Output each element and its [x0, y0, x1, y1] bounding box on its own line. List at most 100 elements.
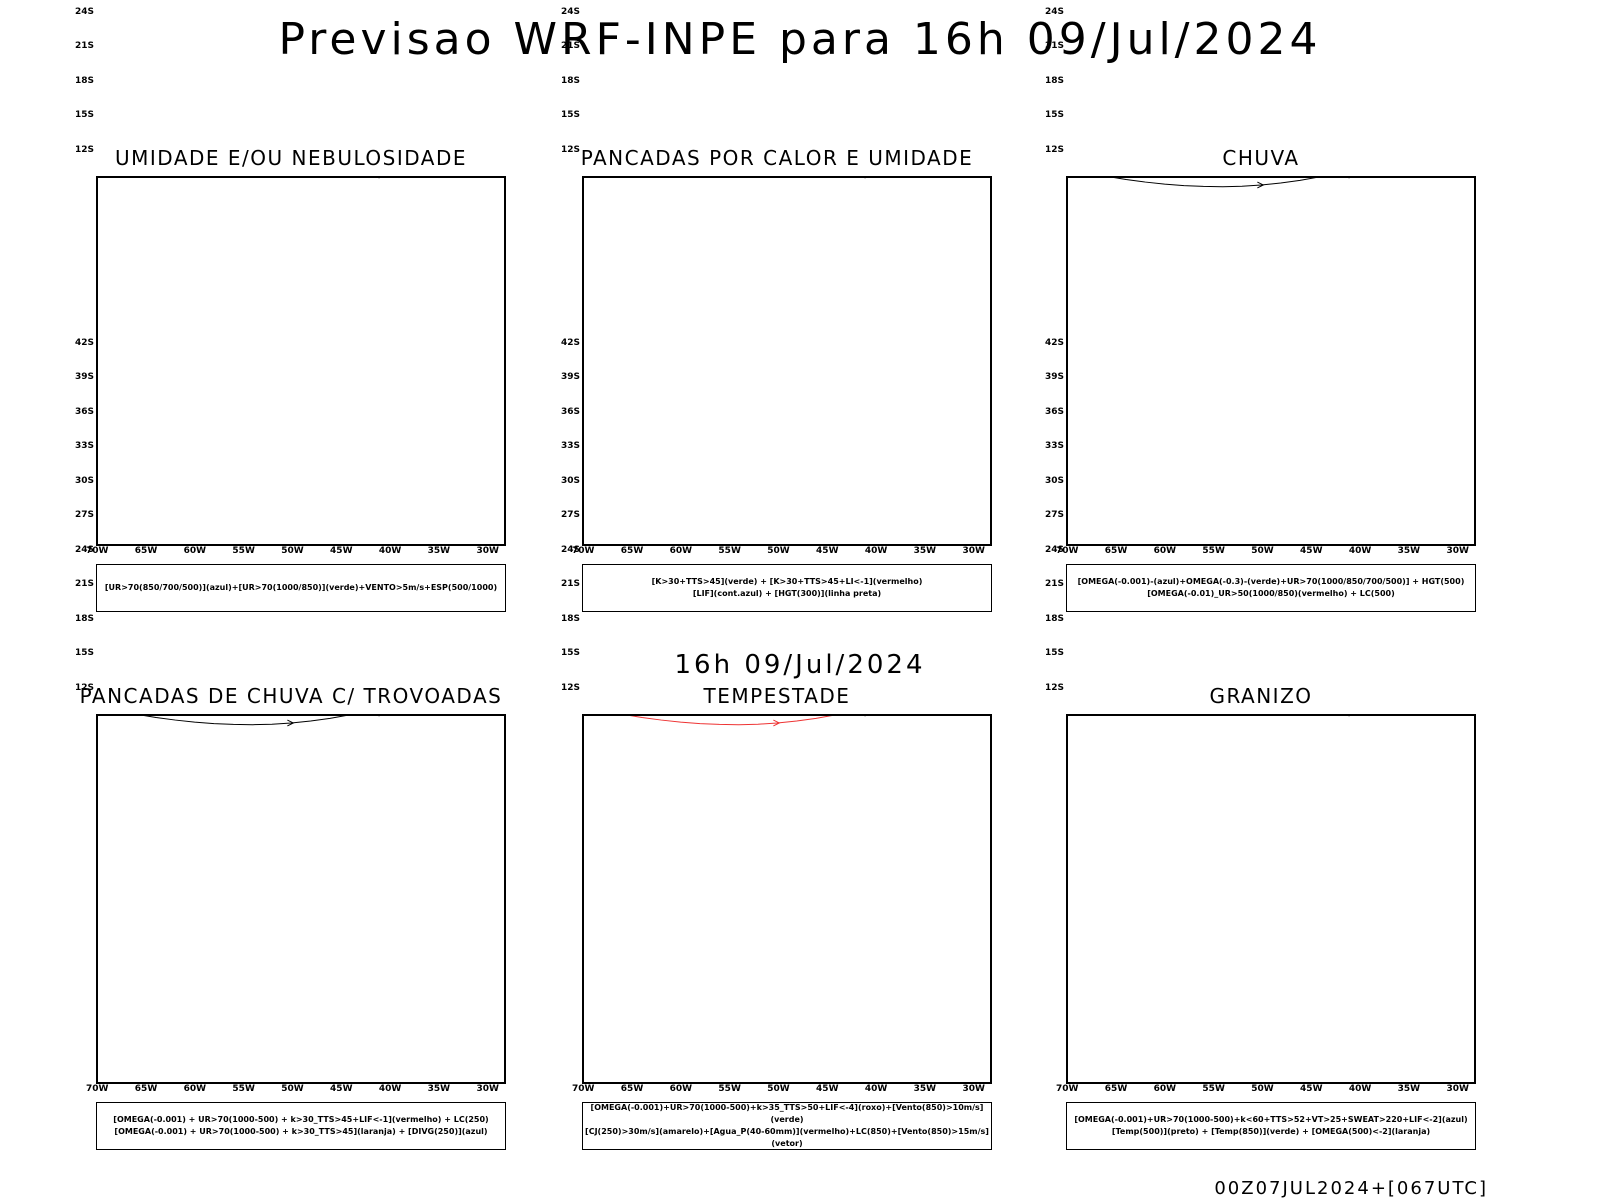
map-canvas: [629, 716, 866, 727]
longitude-tick-label: 45W: [1300, 546, 1323, 556]
latitude-tick-label: 42S: [74, 338, 94, 348]
longitude-tick-label: 50W: [281, 1084, 304, 1094]
panel-legend: [OMEGA(-0.001)+UR>70(1000-500)+k<60+TTS>…: [1066, 1102, 1476, 1150]
longitude-tick-label: 45W: [330, 1084, 353, 1094]
longitude-tick-label: 50W: [1251, 1084, 1274, 1094]
latitude-tick-label: 12S: [560, 144, 580, 155]
longitude-tick-label: 40W: [378, 1084, 402, 1094]
latitude-tick-label: 27S: [560, 510, 580, 521]
forecast-map: -3-6-9-12-15-18-21-24-27-30-12-15-18-21-…: [1066, 714, 1476, 1084]
latitude-tick-label: 12S: [74, 144, 94, 155]
longitude-tick-label: 35W: [913, 1084, 937, 1094]
flow-arrow: [1257, 181, 1265, 189]
latitude-tick-label: 18S: [74, 613, 94, 624]
longitude-tick-label: 70W: [572, 546, 595, 556]
longitude-tick-label: 40W: [864, 1084, 888, 1094]
latitude-tick-label: 24S: [1044, 544, 1064, 555]
latitude-tick-label: 30S: [560, 475, 580, 486]
legend-line: [Temp(500)](preto) + [Temp(850)](verde) …: [1111, 1127, 1431, 1136]
panel-title: TEMPESTADE: [703, 684, 851, 708]
latitude-tick-label: 21S: [1044, 41, 1064, 52]
latitude-tick-label: 12S: [1044, 144, 1064, 155]
longitude-tick-label: 30W: [962, 546, 985, 556]
main-title: Previsao WRF-INPE para 16h 09/Jul/2024: [278, 14, 1322, 65]
latitude-tick-label: 15S: [1044, 110, 1064, 121]
legend-line: [LIF](cont.azul) + [HGT(300)](linha pret…: [692, 589, 882, 598]
longitude-axis: 70W 65W 60W 55W 50W 45W 40W 35W 30W: [572, 546, 992, 558]
latitude-tick-label: 21S: [560, 579, 580, 590]
panel-legend: [OMEGA(-0.001) + UR>70(1000-500) + k>30_…: [96, 1102, 506, 1150]
panel-title: PANCADAS DE CHUVA C/ TROVOADAS: [79, 684, 503, 708]
legend-line: [OMEGA(-0.001)+UR>70(1000-500)+k<60+TTS>…: [1074, 1115, 1468, 1124]
legend-line: [K>30+TTS>45](verde) + [K>30+TTS>45+LI<-…: [651, 577, 923, 586]
latitude-tick-label: 15S: [1044, 648, 1064, 659]
longitude-tick-label: 30W: [476, 546, 499, 556]
legend-line: [OMEGA(-0.001)-(azul)+OMEGA(-0.3)-(verde…: [1077, 577, 1465, 586]
latitude-tick-label: 33S: [1044, 441, 1064, 452]
longitude-tick-label: 30W: [1446, 546, 1469, 556]
panel-title: UMIDADE E/OU NEBULOSIDADE: [114, 146, 468, 170]
latitude-tick-label: 42S: [560, 338, 580, 348]
longitude-tick-label: 50W: [767, 1084, 790, 1094]
longitude-tick-label: 70W: [1056, 1084, 1079, 1094]
longitude-tick-label: 55W: [1202, 546, 1225, 556]
longitude-tick-label: 70W: [86, 1084, 109, 1094]
forecast-map: [582, 714, 992, 1084]
latitude-tick-label: 39S: [74, 372, 94, 383]
longitude-tick-label: 65W: [1104, 546, 1128, 556]
longitude-tick-label: 40W: [1348, 1084, 1372, 1094]
legend-line: [UR>70(850/700/500)](azul)+[UR>70(1000/8…: [104, 583, 498, 592]
panel-title: PANCADAS POR CALOR E UMIDADE: [580, 146, 974, 170]
latitude-tick-label: 36S: [560, 406, 580, 417]
panel-title: GRANIZO: [1209, 684, 1313, 708]
latitude-tick-label: 30S: [74, 475, 94, 486]
longitude-tick-label: 35W: [427, 546, 451, 556]
longitude-tick-label: 30W: [962, 1084, 985, 1094]
flow-arrow: [287, 719, 295, 727]
latitude-tick-label: 42S: [1044, 338, 1064, 348]
longitude-tick-label: 55W: [718, 546, 741, 556]
latitude-tick-label: 36S: [74, 406, 94, 417]
latitude-axis: 12S 15S 18S 21S 24S 27S 30S 33S 36S 39S 42S: [68, 7, 94, 546]
panel-legend: [K>30+TTS>45](verde) + [K>30+TTS>45+LI<-…: [582, 564, 992, 612]
latitude-axis: 12S 15S 18S 21S 24S 27S 30S 33S 36S 39S 42S: [68, 338, 94, 1084]
latitude-tick-label: 18S: [74, 75, 94, 86]
longitude-tick-label: 35W: [427, 1084, 451, 1094]
latitude-tick-label: 18S: [1044, 613, 1064, 624]
longitude-tick-label: 50W: [1251, 546, 1274, 556]
legend-line: [CJ(250)>30m/s](amarelo)+[Agua_P(40-60mm…: [585, 1127, 989, 1148]
latitude-tick-label: 12S: [1044, 682, 1064, 693]
latitude-tick-label: 24S: [74, 6, 94, 17]
longitude-tick-label: 50W: [281, 546, 304, 556]
latitude-tick-label: 15S: [560, 110, 580, 121]
longitude-tick-label: 60W: [669, 1084, 693, 1094]
longitude-tick-label: 40W: [864, 546, 888, 556]
longitude-axis: 70W 65W 60W 55W 50W 45W 40W 35W 30W: [1056, 546, 1476, 558]
longitude-tick-label: 55W: [718, 1084, 741, 1094]
longitude-axis: 70W 65W 60W 55W 50W 45W 40W 35W 30W: [1056, 1084, 1476, 1096]
longitude-axis: 70W 65W 60W 55W 50W 45W 40W 35W 30W: [86, 1084, 506, 1096]
latitude-tick-label: 18S: [560, 75, 580, 86]
latitude-tick-label: 15S: [74, 648, 94, 659]
latitude-tick-label: 24S: [1044, 6, 1064, 17]
latitude-tick-label: 15S: [74, 110, 94, 121]
longitude-tick-label: 50W: [767, 546, 790, 556]
longitude-axis: 70W 65W 60W 55W 50W 45W 40W 35W 30W: [572, 1084, 992, 1096]
latitude-tick-label: 33S: [74, 441, 94, 452]
legend-line: [OMEGA(-0.001)+UR>70(1000-500)+k>35_TTS>…: [590, 1103, 984, 1124]
latitude-tick-label: 21S: [560, 41, 580, 52]
latitude-axis: 12S 15S 18S 21S 24S 27S 30S 33S 36S 39S 42S: [554, 338, 580, 1084]
forecast-map: 5825795765735705675645615585555525495465…: [1066, 176, 1476, 546]
streamline: [1113, 178, 1317, 188]
longitude-tick-label: 40W: [1348, 546, 1372, 556]
latitude-axis: 12S 15S 18S 21S 24S 27S 30S 33S 36S 39S 42S: [554, 7, 580, 546]
map-canvas: [143, 716, 380, 727]
map-canvas: 1012101210121016101610201020102410241024…: [378, 178, 380, 179]
latitude-tick-label: 30S: [1044, 475, 1064, 486]
latitude-tick-label: 15S: [560, 648, 580, 659]
latitude-tick-label: 39S: [560, 372, 580, 383]
panel-legend: [OMEGA(-0.001)-(azul)+OMEGA(-0.3)-(verde…: [1066, 564, 1476, 612]
longitude-tick-label: 45W: [1300, 1084, 1323, 1094]
longitude-tick-label: 70W: [86, 546, 109, 556]
longitude-tick-label: 35W: [913, 546, 937, 556]
